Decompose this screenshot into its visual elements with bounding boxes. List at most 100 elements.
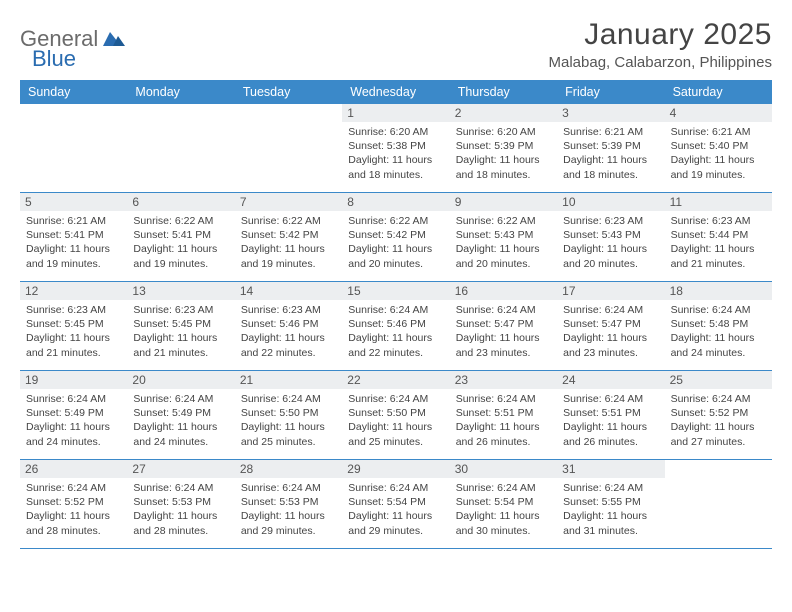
calendar-cell [127, 104, 234, 192]
day-number: 27 [127, 460, 234, 478]
cell-details: Sunrise: 6:24 AMSunset: 5:50 PMDaylight:… [241, 392, 336, 449]
cell-details: Sunrise: 6:23 AMSunset: 5:44 PMDaylight:… [671, 214, 766, 271]
calendar-cell [235, 104, 342, 192]
calendar-cell: 11 Sunrise: 6:23 AMSunset: 5:44 PMDayligh… [665, 193, 772, 281]
day-number: 24 [557, 371, 664, 389]
cell-details: Sunrise: 6:21 AMSunset: 5:40 PMDaylight:… [671, 125, 766, 182]
day-number: 20 [127, 371, 234, 389]
location-text: Malabag, Calabarzon, Philippines [549, 54, 772, 71]
cell-details: Sunrise: 6:22 AMSunset: 5:42 PMDaylight:… [348, 214, 443, 271]
day-number: 21 [235, 371, 342, 389]
day-number: 29 [342, 460, 449, 478]
calendar-cell: 23 Sunrise: 6:24 AMSunset: 5:51 PMDayligh… [450, 371, 557, 459]
calendar-cell: 27 Sunrise: 6:24 AMSunset: 5:53 PMDayligh… [127, 460, 234, 548]
day-number: 9 [450, 193, 557, 211]
cell-details: Sunrise: 6:24 AMSunset: 5:52 PMDaylight:… [26, 481, 121, 538]
calendar-cell [20, 104, 127, 192]
day-number: 15 [342, 282, 449, 300]
day-number: 19 [20, 371, 127, 389]
calendar-cell: 31 Sunrise: 6:24 AMSunset: 5:55 PMDayligh… [557, 460, 664, 548]
header: General Blue January 2025 Malabag, Calab… [20, 18, 772, 72]
week-row: 12Sunrise: 6:23 AMSunset: 5:45 PMDayligh… [20, 282, 772, 371]
cell-details: Sunrise: 6:24 AMSunset: 5:55 PMDaylight:… [563, 481, 658, 538]
cell-details: Sunrise: 6:24 AMSunset: 5:54 PMDaylight:… [348, 481, 443, 538]
day-number: 13 [127, 282, 234, 300]
calendar-cell [665, 460, 772, 548]
calendar: Sunday Monday Tuesday Wednesday Thursday… [20, 80, 772, 549]
day-number: 22 [342, 371, 449, 389]
title-block: January 2025 Malabag, Calabarzon, Philip… [549, 18, 772, 71]
cell-details: Sunrise: 6:24 AMSunset: 5:54 PMDaylight:… [456, 481, 551, 538]
calendar-cell: 19Sunrise: 6:24 AMSunset: 5:49 PMDayligh… [20, 371, 127, 459]
cell-details: Sunrise: 6:24 AMSunset: 5:51 PMDaylight:… [563, 392, 658, 449]
cell-details: Sunrise: 6:20 AMSunset: 5:38 PMDaylight:… [348, 125, 443, 182]
calendar-cell: 16 Sunrise: 6:24 AMSunset: 5:47 PMDayligh… [450, 282, 557, 370]
cell-details: Sunrise: 6:23 AMSunset: 5:46 PMDaylight:… [241, 303, 336, 360]
week-row: 1Sunrise: 6:20 AMSunset: 5:38 PMDaylight… [20, 104, 772, 193]
cell-details: Sunrise: 6:24 AMSunset: 5:51 PMDaylight:… [456, 392, 551, 449]
day-number: 10 [557, 193, 664, 211]
page-title: January 2025 [549, 18, 772, 52]
calendar-cell: 18Sunrise: 6:24 AMSunset: 5:48 PMDayligh… [665, 282, 772, 370]
day-number: 11 [665, 193, 772, 211]
weekday-monday: Monday [127, 80, 234, 104]
calendar-cell: 7 Sunrise: 6:22 AMSunset: 5:42 PMDaylight… [235, 193, 342, 281]
calendar-cell: 9 Sunrise: 6:22 AMSunset: 5:43 PMDaylight… [450, 193, 557, 281]
day-number: 5 [20, 193, 127, 211]
day-number: 7 [235, 193, 342, 211]
day-number: 25 [665, 371, 772, 389]
calendar-cell: 28Sunrise: 6:24 AMSunset: 5:53 PMDayligh… [235, 460, 342, 548]
weekday-tuesday: Tuesday [235, 80, 342, 104]
day-number: 8 [342, 193, 449, 211]
week-row: 26 Sunrise: 6:24 AMSunset: 5:52 PMDayligh… [20, 460, 772, 549]
cell-details: Sunrise: 6:24 AMSunset: 5:47 PMDaylight:… [456, 303, 551, 360]
cell-details: Sunrise: 6:24 AMSunset: 5:48 PMDaylight:… [671, 303, 766, 360]
calendar-cell: 17 Sunrise: 6:24 AMSunset: 5:47 PMDayligh… [557, 282, 664, 370]
calendar-cell: 25 Sunrise: 6:24 AMSunset: 5:52 PMDayligh… [665, 371, 772, 459]
day-number: 14 [235, 282, 342, 300]
logo-triangle-icon [103, 30, 125, 46]
weekday-saturday: Saturday [665, 80, 772, 104]
cell-details: Sunrise: 6:23 AMSunset: 5:45 PMDaylight:… [26, 303, 121, 360]
calendar-cell: 29 Sunrise: 6:24 AMSunset: 5:54 PMDayligh… [342, 460, 449, 548]
day-number: 28 [235, 460, 342, 478]
weeks-container: 1Sunrise: 6:20 AMSunset: 5:38 PMDaylight… [20, 104, 772, 549]
calendar-cell: 14 Sunrise: 6:23 AMSunset: 5:46 PMDayligh… [235, 282, 342, 370]
day-number: 3 [557, 104, 664, 122]
weekday-wednesday: Wednesday [342, 80, 449, 104]
calendar-cell: 2 Sunrise: 6:20 AMSunset: 5:39 PMDaylight… [450, 104, 557, 192]
weekday-thursday: Thursday [450, 80, 557, 104]
day-number: 31 [557, 460, 664, 478]
calendar-cell: 26 Sunrise: 6:24 AMSunset: 5:52 PMDayligh… [20, 460, 127, 548]
cell-details: Sunrise: 6:24 AMSunset: 5:52 PMDaylight:… [671, 392, 766, 449]
cell-details: Sunrise: 6:24 AMSunset: 5:46 PMDaylight:… [348, 303, 443, 360]
cell-details: Sunrise: 6:22 AMSunset: 5:43 PMDaylight:… [456, 214, 551, 271]
calendar-cell: 3Sunrise: 6:21 AMSunset: 5:39 PMDaylight… [557, 104, 664, 192]
day-number: 2 [450, 104, 557, 122]
calendar-cell: 22Sunrise: 6:24 AMSunset: 5:50 PMDayligh… [342, 371, 449, 459]
calendar-cell: 15 Sunrise: 6:24 AMSunset: 5:46 PMDayligh… [342, 282, 449, 370]
cell-details: Sunrise: 6:24 AMSunset: 5:53 PMDaylight:… [133, 481, 228, 538]
calendar-cell: 8 Sunrise: 6:22 AMSunset: 5:42 PMDaylight… [342, 193, 449, 281]
week-row: 5 Sunrise: 6:21 AMSunset: 5:41 PMDaylight… [20, 193, 772, 282]
calendar-cell: 13 Sunrise: 6:23 AMSunset: 5:45 PMDayligh… [127, 282, 234, 370]
calendar-cell: 21 Sunrise: 6:24 AMSunset: 5:50 PMDayligh… [235, 371, 342, 459]
calendar-cell: 5 Sunrise: 6:21 AMSunset: 5:41 PMDaylight… [20, 193, 127, 281]
cell-details: Sunrise: 6:21 AMSunset: 5:41 PMDaylight:… [26, 214, 121, 271]
cell-details: Sunrise: 6:22 AMSunset: 5:42 PMDaylight:… [241, 214, 336, 271]
logo-text-block: General Blue [20, 26, 125, 72]
day-number: 17 [557, 282, 664, 300]
cell-details: Sunrise: 6:23 AMSunset: 5:45 PMDaylight:… [133, 303, 228, 360]
day-number: 23 [450, 371, 557, 389]
day-number: 4 [665, 104, 772, 122]
cell-details: Sunrise: 6:24 AMSunset: 5:47 PMDaylight:… [563, 303, 658, 360]
weekday-header: Sunday Monday Tuesday Wednesday Thursday… [20, 80, 772, 104]
day-number: 16 [450, 282, 557, 300]
calendar-cell: 10Sunrise: 6:23 AMSunset: 5:43 PMDayligh… [557, 193, 664, 281]
calendar-cell: 20Sunrise: 6:24 AMSunset: 5:49 PMDayligh… [127, 371, 234, 459]
logo: General Blue [20, 26, 125, 72]
day-number: 26 [20, 460, 127, 478]
cell-details: Sunrise: 6:22 AMSunset: 5:41 PMDaylight:… [133, 214, 228, 271]
cell-details: Sunrise: 6:20 AMSunset: 5:39 PMDaylight:… [456, 125, 551, 182]
day-number: 6 [127, 193, 234, 211]
